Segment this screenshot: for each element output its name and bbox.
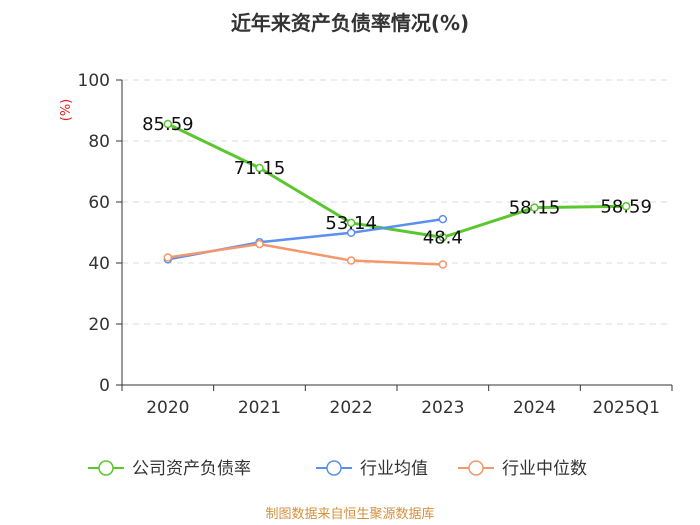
data-point: [621, 202, 631, 211]
legend-label: 行业均值: [360, 459, 428, 479]
x-tick-label: 2024: [513, 398, 556, 418]
x-tick-label: 2020: [146, 398, 189, 418]
y-tick-label: 60: [88, 193, 110, 213]
axes: 0 20 40 60 80 100 2020 2021 2022 2023 2024 2025Q1: [78, 71, 673, 418]
x-tick-label: 2021: [238, 398, 281, 418]
legend-item[interactable]: 行业中位数: [458, 459, 587, 479]
data-labels: 85.59 71.15 53.14 48.4 58.15 58.59: [142, 114, 652, 248]
data-point: [163, 119, 173, 129]
series-line: [166, 242, 445, 266]
data-point: [255, 163, 264, 173]
data-point: [438, 260, 448, 269]
y-tick-label: 80: [88, 132, 110, 152]
x-tick-label: 2023: [421, 398, 464, 418]
x-tick-label: 2025Q1: [592, 398, 659, 418]
data-point: [346, 256, 356, 265]
source-note: 制图数据来自恒生聚源数据库: [265, 506, 434, 522]
data-label: 58.15: [509, 198, 561, 219]
y-tick-label: 40: [88, 254, 110, 274]
legend-item[interactable]: 行业均值: [316, 459, 428, 479]
data-point: [530, 203, 539, 212]
legend-item[interactable]: 公司资产负债率: [88, 459, 251, 479]
y-axis-unit: (%): [59, 99, 74, 122]
series-layer: [163, 119, 631, 269]
grid: [122, 79, 672, 325]
data-label: 53.14: [325, 213, 377, 234]
y-tick-label: 0: [99, 376, 110, 396]
data-point: [346, 218, 356, 228]
legend-label: 公司资产负债率: [132, 459, 251, 479]
data-point: [438, 233, 448, 242]
legend-label: 行业中位数: [502, 459, 587, 479]
series-line: [166, 122, 628, 239]
y-tick-label: 100: [78, 71, 110, 91]
data-point: [255, 239, 264, 249]
data-point: [438, 214, 448, 224]
x-tick-label: 2022: [330, 398, 373, 418]
data-point: [346, 228, 356, 238]
chart-title: 近年来资产负债率情况(%): [231, 11, 469, 35]
data-point: [163, 253, 173, 262]
y-tick-label: 20: [88, 315, 110, 335]
legend-marker: [326, 460, 342, 476]
data-label: 85.59: [142, 114, 194, 135]
legend[interactable]: 公司资产负债率 行业均值 行业中位数: [88, 459, 587, 479]
legend-marker: [468, 460, 484, 476]
legend-marker: [98, 460, 114, 476]
data-label: 58.59: [600, 196, 652, 217]
data-label: 71.15: [234, 158, 286, 179]
data-label: 48.4: [423, 227, 463, 248]
